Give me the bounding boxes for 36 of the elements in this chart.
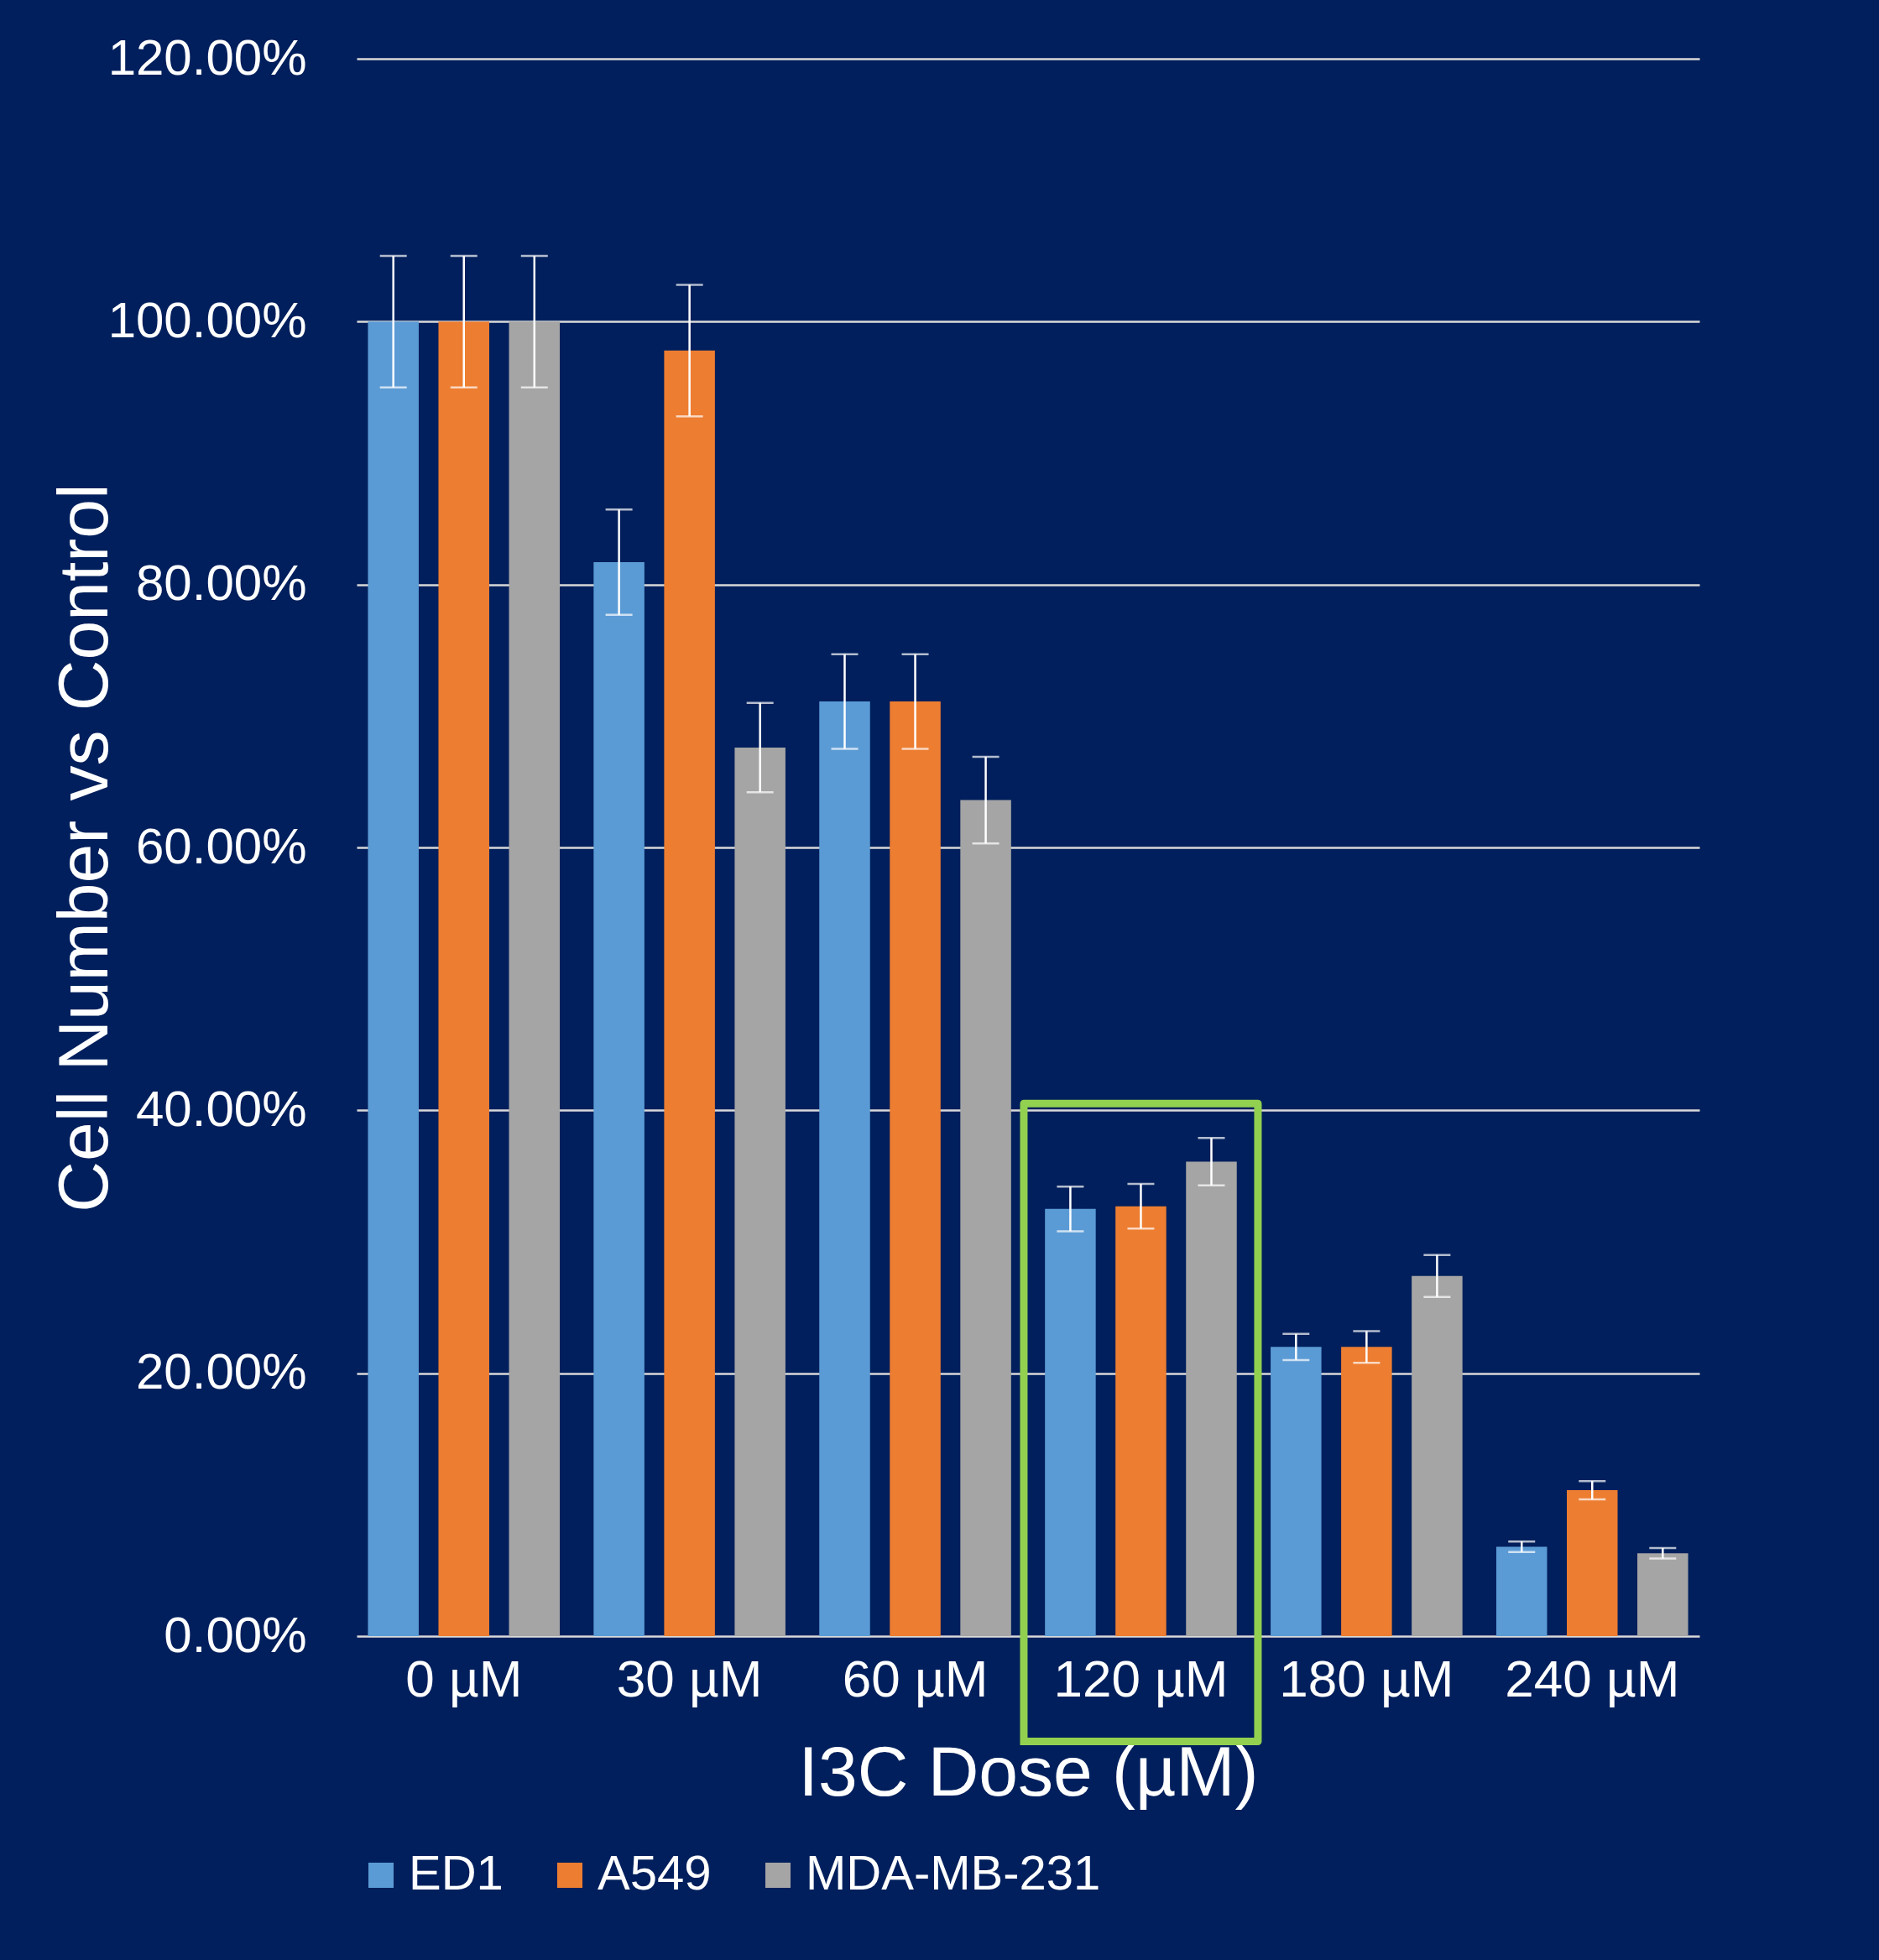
bar [593,562,645,1636]
bar [890,701,941,1636]
y-tick-label: 120.00% [107,29,307,86]
bar [509,321,561,1636]
legend-label: A549 [598,1845,712,1900]
x-tick-label: 60 µM [842,1649,989,1707]
y-tick-label: 40.00% [136,1080,307,1137]
x-tick-label: 240 µM [1505,1649,1680,1707]
x-tick-label: 120 µM [1053,1649,1229,1707]
bar [438,321,489,1636]
y-tick-label: 20.00% [136,1343,307,1400]
bar [1271,1347,1322,1636]
y-axis-title: Cell Number vs Control [43,483,123,1212]
x-tick-label: 30 µM [616,1649,763,1707]
x-axis-title: I3C Dose (µM) [798,1731,1259,1811]
y-tick-label: 60.00% [136,817,307,874]
bar [1495,1546,1548,1636]
legend-label: MDA-MB-231 [806,1845,1101,1900]
legend-label: ED1 [409,1845,504,1900]
y-tick-label: 0.00% [164,1606,307,1663]
x-tick-label: 0 µM [405,1649,523,1707]
bar [368,321,419,1636]
bar [664,350,715,1636]
bar [1412,1275,1463,1636]
bar [1341,1347,1392,1636]
bar [960,800,1011,1636]
x-tick-label: 180 µM [1279,1649,1454,1707]
bar [1045,1208,1096,1636]
bar [1567,1490,1618,1636]
bar [1186,1161,1237,1636]
y-tick-label: 100.00% [107,291,307,348]
bar [734,747,786,1636]
y-tick-label: 80.00% [136,555,307,612]
bar [1637,1553,1688,1636]
bar [1115,1206,1167,1636]
bar [819,701,870,1636]
